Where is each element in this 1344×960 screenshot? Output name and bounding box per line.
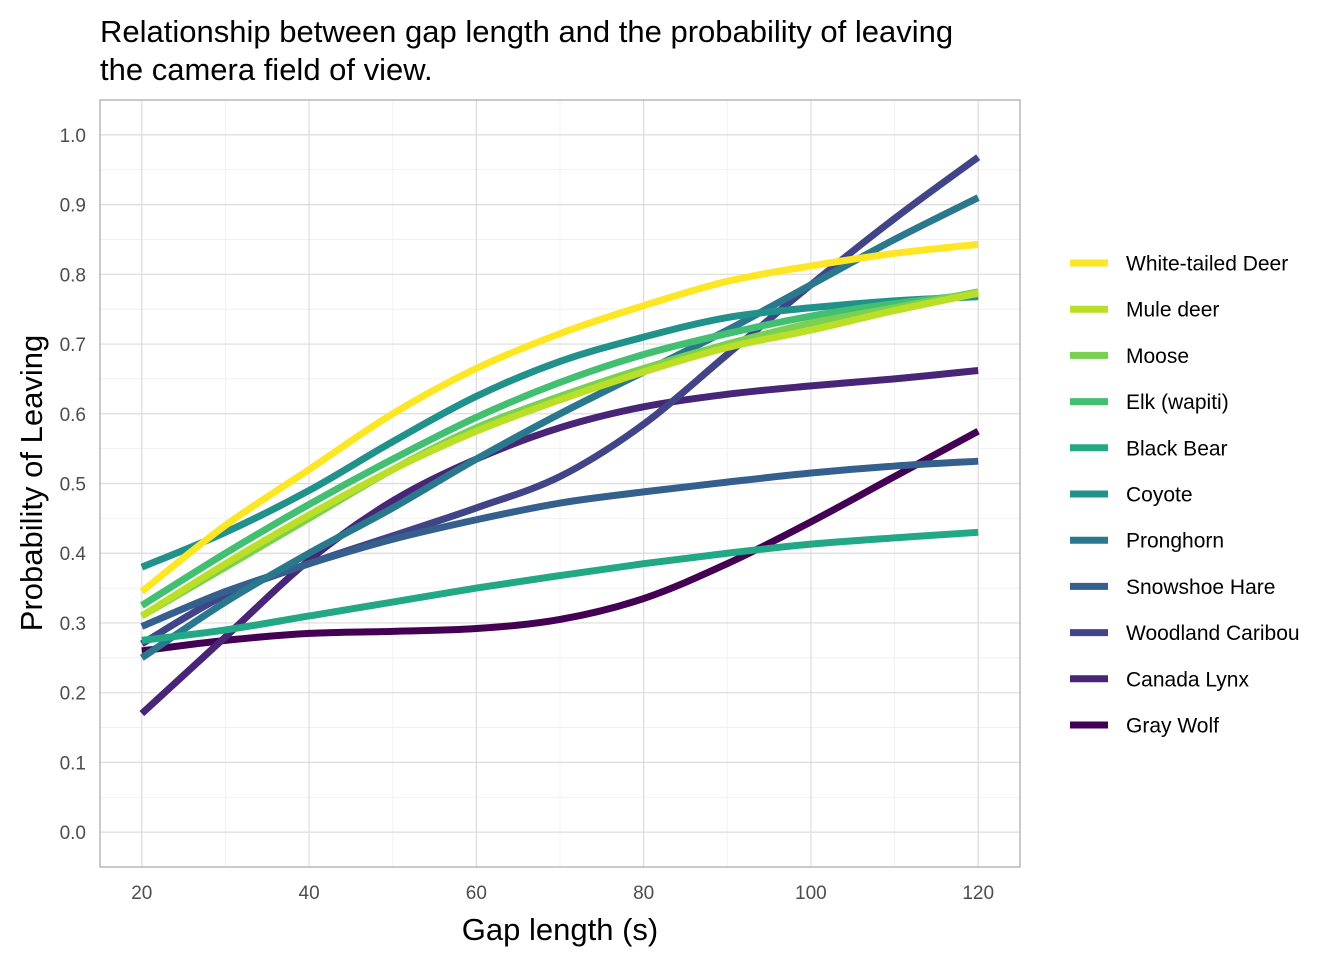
series-line-white-tailed-deer	[139, 240, 979, 595]
series-layer	[139, 154, 981, 717]
x-tick-label: 60	[466, 883, 487, 904]
x-axis-ticks: 20 40 60 80 100 120	[131, 883, 994, 904]
legend: White-tailed Deer Mule deer Moose Elk (wapi…	[1070, 253, 1300, 738]
y-tick-label: 0.4	[60, 544, 87, 565]
series-line-elk-wapiti	[139, 290, 979, 609]
legend-label-woodland-caribou: Woodland Caribou	[1126, 622, 1300, 645]
chart-title-line-1: Relationship between gap length and the …	[100, 14, 953, 49]
y-tick-label: 0.0	[60, 823, 86, 844]
x-axis-title: Gap length (s)	[462, 912, 658, 947]
y-tick-label: 0.2	[60, 684, 86, 705]
plot-panel-border	[99, 99, 1021, 868]
legend-label-mule-deer: Mule deer	[1126, 299, 1219, 322]
series-line-gray-wolf	[141, 428, 980, 655]
legend-label-snowshoe-hare: Snowshoe Hare	[1126, 576, 1275, 599]
legend-label-pronghorn: Pronghorn	[1126, 530, 1224, 553]
series-line-mule-deer	[139, 289, 979, 619]
legend-label-coyote: Coyote	[1126, 484, 1193, 507]
y-tick-label: 0.1	[60, 753, 86, 774]
legend-label-canada-lynx: Canada Lynx	[1126, 668, 1249, 691]
x-tick-label: 80	[633, 883, 654, 904]
chart-title-line-2: the camera field of view.	[100, 52, 433, 87]
x-tick-label: 120	[962, 883, 994, 904]
series-line-black-bear	[141, 528, 979, 644]
legend-label-gray-wolf: Gray Wolf	[1126, 715, 1219, 738]
series-line-canada-lynx	[139, 367, 979, 717]
series-line-coyote	[140, 293, 979, 571]
y-axis-title: Probability of Leaving	[14, 335, 49, 631]
y-axis-ticks: 0.0 0.1 0.2 0.3 0.4 0.5 0.6 0.7 0.8 0.9 1.0	[60, 126, 87, 844]
series-line-snowshoe-hare	[140, 457, 979, 630]
y-tick-label: 0.9	[60, 196, 86, 217]
legend-label-elk-wapiti: Elk (wapiti)	[1126, 391, 1229, 414]
y-tick-label: 0.6	[60, 405, 86, 426]
legend-label-moose: Moose	[1126, 345, 1189, 368]
y-tick-label: 0.5	[60, 475, 86, 496]
y-tick-label: 0.8	[60, 265, 86, 286]
x-tick-label: 20	[131, 883, 152, 904]
x-tick-label: 40	[299, 883, 320, 904]
y-tick-label: 0.3	[60, 614, 86, 635]
x-tick-label: 100	[795, 883, 827, 904]
y-tick-label: 0.7	[60, 335, 86, 356]
legend-label-black-bear: Black Bear	[1126, 437, 1228, 460]
series-line-pronghorn	[139, 194, 980, 661]
y-tick-label: 1.0	[60, 126, 86, 147]
legend-label-white-tailed-deer: White-tailed Deer	[1126, 253, 1288, 276]
